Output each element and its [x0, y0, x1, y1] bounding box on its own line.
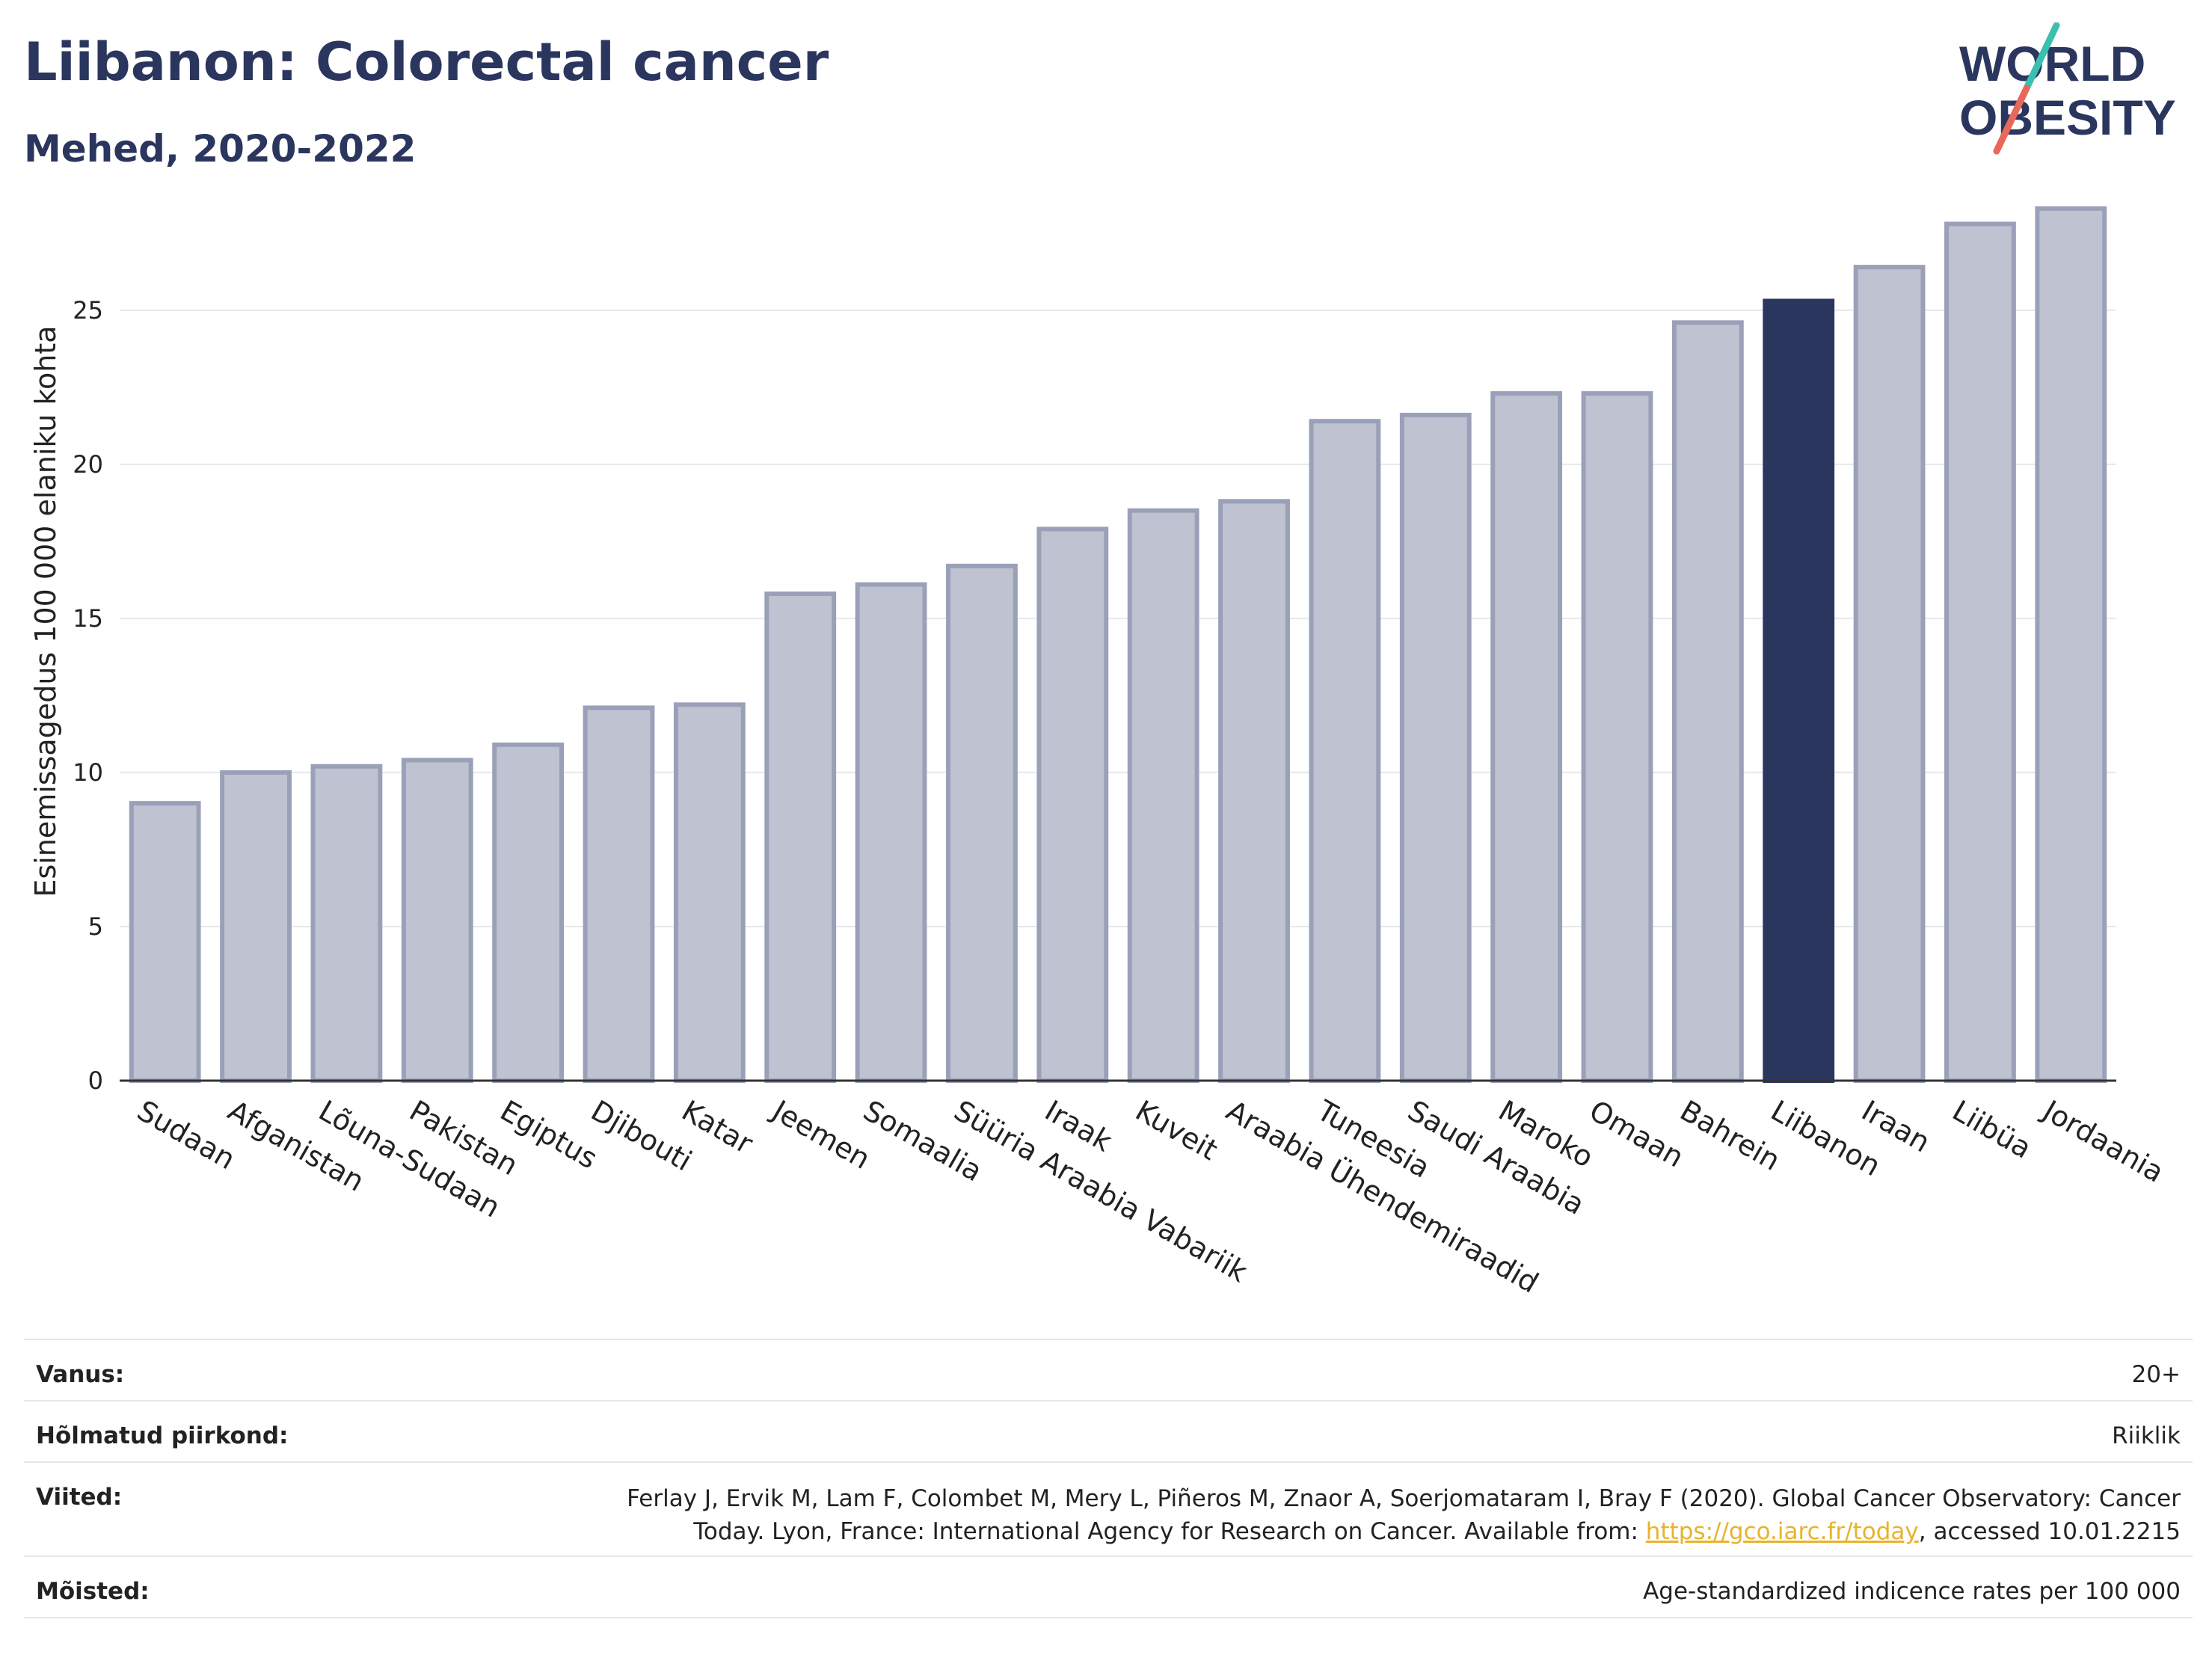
y-tick-label-5: 5 — [88, 912, 103, 941]
references-label: Viited: — [36, 1484, 123, 1511]
bar-14 — [1399, 412, 1472, 1083]
bar-chart: 0 5 10 15 20 25 Esinemissagedus 100 000 elanik… — [29, 206, 2169, 1300]
references-value: Ferlay J, Ervik M, Lam F, Colombet M, Me… — [461, 1482, 2181, 1548]
y-axis-label: Esinemissagedus 100 000 elaniku kohta — [29, 325, 62, 897]
meta-row-references: Viited: Ferlay J, Ervik M, Lam F, Colomb… — [24, 1461, 2193, 1557]
logo-line1: WORLD — [1959, 36, 2145, 91]
x-tick-label-16: Omaan — [1584, 1094, 1689, 1174]
age-value: 20+ — [2131, 1361, 2181, 1388]
x-tick-label-11: Kuveit — [1130, 1094, 1223, 1167]
bar-0 — [129, 801, 201, 1083]
meta-row-age: Vanus: 20+ — [24, 1339, 2193, 1401]
meta-row-region: Hõlmatud piirkond: Riiklik — [24, 1400, 2193, 1463]
x-tick-label-20: Liibüa — [1947, 1094, 2037, 1165]
bar-11 — [1127, 508, 1199, 1083]
x-tick-label-0: Sudaan — [132, 1094, 241, 1176]
bar-13 — [1309, 419, 1381, 1083]
references-line2: Today. Lyon, France: International Agenc… — [693, 1518, 2181, 1545]
bar-6 — [673, 702, 746, 1084]
bar-1 — [220, 770, 292, 1083]
bar-17 — [1671, 320, 1744, 1083]
definitions-label: Mõisted: — [36, 1578, 150, 1605]
x-tick-label-5: Djibouti — [586, 1094, 698, 1178]
y-tick-label-0: 0 — [88, 1066, 103, 1095]
age-label: Vanus: — [36, 1361, 125, 1388]
region-label: Hõlmatud piirkond: — [36, 1422, 289, 1449]
y-tick-label-10: 10 — [73, 758, 103, 787]
logo-slash-teal — [2023, 22, 2060, 92]
bar-12 — [1218, 499, 1290, 1083]
logo-line2: OBESITY — [1959, 90, 2176, 145]
bar-10 — [1036, 526, 1109, 1083]
x-tick-label-17: Bahrein — [1674, 1094, 1786, 1177]
world-obesity-logo: WORLD OBESITY — [1959, 22, 2176, 155]
bar-21 — [2035, 206, 2107, 1083]
references-line1: Ferlay J, Ervik M, Lam F, Colombet M, Me… — [627, 1485, 2181, 1512]
logo-slash-red — [1993, 85, 2030, 155]
bar-20 — [1944, 221, 2016, 1084]
bar-19 — [1853, 265, 1926, 1083]
bar-7 — [764, 591, 837, 1083]
bar-16 — [1581, 391, 1653, 1083]
region-value: Riiklik — [2112, 1422, 2181, 1449]
y-tick-label-20: 20 — [73, 450, 103, 479]
chart-subtitle: Mehed, 2020-2022 — [24, 127, 417, 171]
bar-5 — [583, 705, 655, 1083]
bar-18 — [1763, 298, 1835, 1083]
references-link[interactable]: https://gco.iarc.fr/today — [1645, 1518, 1919, 1545]
bar-8 — [855, 582, 927, 1083]
x-tick-label-7: Jeemen — [766, 1093, 876, 1176]
bar-9 — [946, 563, 1018, 1083]
meta-row-definitions: Mõisted: Age-standardized indicence rate… — [24, 1556, 2193, 1618]
bar-3 — [401, 758, 473, 1084]
chart-title: Liibanon: Colorectal cancer — [24, 31, 829, 93]
bar-2 — [310, 764, 383, 1084]
bar-15 — [1490, 391, 1563, 1083]
y-tick-label-25: 25 — [73, 296, 103, 325]
meta-bottom-rule — [24, 1617, 2193, 1618]
definitions-value: Age-standardized indicence rates per 100… — [1643, 1578, 2181, 1605]
y-tick-label-15: 15 — [73, 604, 103, 633]
bar-4 — [492, 742, 565, 1084]
x-tick-label-21: Jordaania — [2036, 1093, 2169, 1189]
